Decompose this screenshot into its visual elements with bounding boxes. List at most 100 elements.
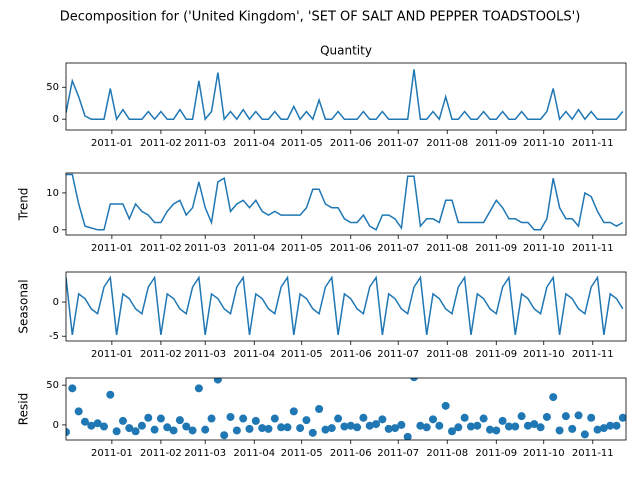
point <box>416 421 425 430</box>
point <box>226 412 235 421</box>
point <box>555 426 564 435</box>
point <box>163 423 172 432</box>
point <box>213 378 222 384</box>
point <box>410 378 418 382</box>
point <box>125 424 134 433</box>
x-tick-label: 2011-10 <box>523 448 565 459</box>
point <box>485 425 494 434</box>
x-tick-label: 2011-01 <box>91 243 133 254</box>
point <box>258 424 267 433</box>
x-tick-label: 2011-07 <box>377 243 419 254</box>
x-tick-label: 2011-04 <box>233 243 275 254</box>
x-tick-label: 2011-05 <box>281 243 323 254</box>
point <box>498 416 507 425</box>
point <box>447 427 456 436</box>
x-tick-label: 2011-03 <box>184 243 226 254</box>
x-tick-label: 2011-11 <box>572 349 614 360</box>
x-tick-label: 2011-06 <box>330 349 372 360</box>
x-tick-label: 2011-02 <box>140 138 182 149</box>
x-tick-label: 2011-02 <box>140 349 182 360</box>
point <box>612 421 621 430</box>
plot-frame <box>65 172 627 236</box>
point <box>435 421 444 430</box>
point <box>220 431 229 440</box>
x-tick-label: 2011-05 <box>281 138 323 149</box>
point <box>530 420 539 429</box>
y-tick-label: 0 <box>53 297 59 308</box>
point <box>391 424 400 433</box>
point <box>239 414 248 423</box>
point <box>353 423 362 432</box>
x-tick-label: 2011-04 <box>233 448 275 459</box>
point <box>87 421 96 430</box>
point <box>618 413 626 422</box>
y-axis-label: Resid <box>17 393 31 425</box>
point <box>523 421 532 430</box>
x-tick-label: 2011-03 <box>184 349 226 360</box>
x-tick-label: 2011-05 <box>281 448 323 459</box>
x-tick-label: 2011-04 <box>233 349 275 360</box>
x-tick-label: 2011-09 <box>475 349 517 360</box>
x-tick-label: 2011-08 <box>426 243 468 254</box>
x-tick-label: 2011-08 <box>426 349 468 360</box>
point <box>315 405 324 413</box>
x-tick-label: 2011-04 <box>233 138 275 149</box>
point <box>580 430 589 439</box>
point <box>542 412 551 421</box>
y-tick-label: 50 <box>46 380 59 391</box>
x-tick-label: 2011-10 <box>523 243 565 254</box>
point <box>99 422 108 431</box>
point <box>587 413 596 422</box>
y-tick-label: 10 <box>46 188 59 199</box>
x-tick-label: 2011-03 <box>184 138 226 149</box>
x-tick-label: 2011-09 <box>475 243 517 254</box>
y-tick-label: 0 <box>53 225 59 236</box>
point <box>429 415 438 424</box>
point <box>568 424 577 433</box>
point <box>188 426 197 435</box>
point <box>561 412 570 421</box>
point <box>479 414 488 423</box>
point <box>403 432 412 440</box>
y-tick-label: 50 <box>46 82 59 93</box>
point <box>511 422 520 431</box>
point <box>106 390 115 399</box>
x-tick-label: 2011-01 <box>91 448 133 459</box>
point <box>251 416 260 425</box>
y-tick-label: -5 <box>49 331 59 342</box>
point <box>201 425 210 434</box>
x-tick-label: 2011-11 <box>572 448 614 459</box>
x-tick-label: 2011-06 <box>330 243 372 254</box>
x-tick-label: 2011-09 <box>475 448 517 459</box>
point <box>473 421 482 430</box>
point <box>454 423 463 432</box>
point <box>321 425 330 434</box>
point <box>80 417 89 426</box>
point <box>302 416 311 425</box>
x-tick-label: 2011-10 <box>523 138 565 149</box>
x-tick-label: 2011-11 <box>572 138 614 149</box>
point <box>346 421 355 430</box>
point <box>308 428 317 437</box>
y-tick-label: 0 <box>53 420 59 431</box>
x-tick-label: 2011-01 <box>91 349 133 360</box>
line <box>66 173 624 231</box>
x-tick-label: 2011-10 <box>523 349 565 360</box>
point <box>74 407 83 416</box>
point <box>460 413 469 422</box>
point <box>549 393 558 402</box>
x-tick-label: 2011-11 <box>572 243 614 254</box>
point <box>492 426 501 435</box>
point <box>441 401 450 410</box>
point <box>289 407 298 416</box>
plot-frame <box>65 377 627 441</box>
x-tick-label: 2011-08 <box>426 138 468 149</box>
point <box>194 384 203 393</box>
point <box>593 425 602 434</box>
x-tick-label: 2011-07 <box>377 138 419 149</box>
point <box>66 428 70 437</box>
point <box>422 423 431 432</box>
x-tick-label: 2011-02 <box>140 448 182 459</box>
point <box>68 384 77 393</box>
